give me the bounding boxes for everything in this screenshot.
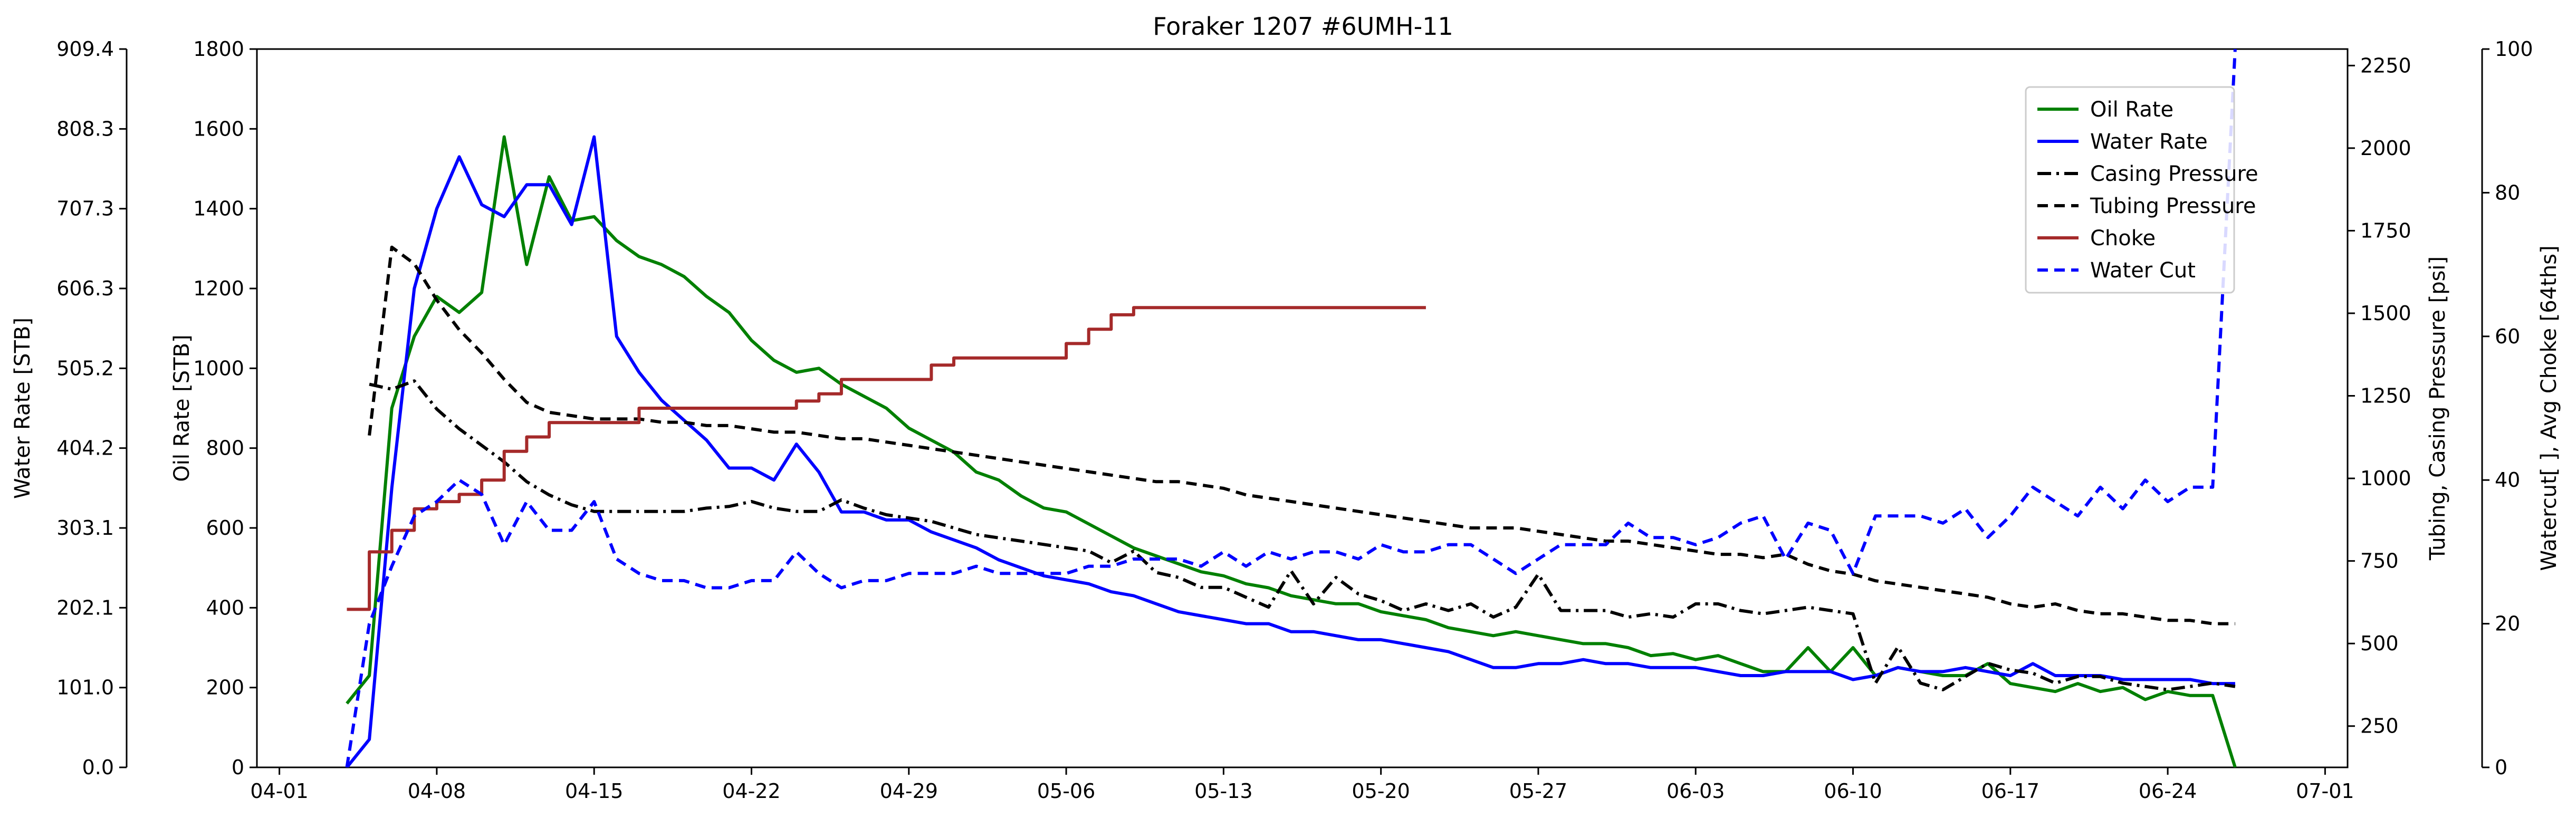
chart-title: Foraker 1207 #6UMH-11 — [1153, 12, 1453, 41]
legend-label-choke: Choke — [2090, 226, 2156, 251]
oil-tick-label: 1400 — [193, 197, 244, 220]
percent-tick-label: 80 — [2495, 181, 2520, 204]
x-tick-label: 05-13 — [1194, 779, 1252, 803]
tubing-pressure-line — [368, 245, 2235, 625]
x-tick-label: 06-17 — [1981, 779, 2039, 803]
x-tick-label: 04-29 — [880, 779, 938, 803]
oil-tick-label: 600 — [206, 516, 244, 540]
pressure-tick-label: 250 — [2360, 715, 2399, 738]
legend: Oil Rate Water Rate Casing Pressure Tubing … — [2025, 86, 2258, 294]
oil-tick-label: 200 — [206, 676, 244, 699]
legend-label-water-cut: Water Cut — [2090, 258, 2196, 283]
x-tick-label: 06-10 — [1824, 779, 1882, 803]
water-tick-label: 202.1 — [56, 596, 114, 619]
water-tick-label: 808.3 — [56, 117, 114, 140]
oil-tick-label: 1600 — [193, 117, 244, 140]
x-tick-label: 05-06 — [1037, 779, 1095, 803]
oil-axis-label: Oil Rate [STB] — [170, 334, 194, 482]
pressure-tick-label: 1500 — [2360, 302, 2411, 325]
x-tick-label: 04-22 — [722, 779, 780, 803]
x-tick-label: 07-01 — [2296, 779, 2354, 803]
pressure-tick-label: 500 — [2360, 632, 2399, 655]
water-rate-line — [346, 135, 2235, 767]
legend-label-casing-pressure: Casing Pressure — [2090, 162, 2258, 186]
water-tick-label: 303.1 — [56, 516, 114, 540]
oil-tick-label: 800 — [206, 437, 244, 460]
x-tick-label: 05-20 — [1352, 779, 1410, 803]
percent-tick-label: 60 — [2495, 325, 2520, 348]
water-tick-label: 909.4 — [56, 37, 114, 61]
x-tick-label: 04-01 — [250, 779, 308, 803]
oil-tick-label: 1000 — [193, 357, 244, 380]
water-tick-label: 0.0 — [82, 756, 114, 779]
legend-box — [2025, 86, 2235, 294]
water-tick-label: 505.2 — [56, 357, 114, 380]
water-axis-label: Water Rate [STB] — [11, 317, 35, 499]
pressure-tick-label: 1750 — [2360, 219, 2411, 242]
water-tick-label: 404.2 — [56, 437, 114, 460]
legend-label-water-rate: Water Rate — [2090, 130, 2208, 154]
x-tick-label: 06-03 — [1667, 779, 1725, 803]
percent-axis-label: Watercut[ ], Avg Choke [64ths] — [2537, 245, 2561, 571]
pressure-axis-label: Tubing, Casing Pressure [psi] — [2426, 256, 2450, 561]
plot-area-frame — [256, 48, 2349, 768]
percent-tick-label: 20 — [2495, 612, 2520, 636]
pressure-tick-label: 2000 — [2360, 137, 2411, 160]
percent-tick-label: 0 — [2495, 756, 2507, 779]
oil-tick-label: 400 — [206, 596, 244, 619]
pressure-tick-label: 750 — [2360, 550, 2399, 573]
x-tick-label: 04-08 — [408, 779, 466, 803]
pressure-tick-label: 1250 — [2360, 384, 2411, 408]
legend-label-tubing-pressure: Tubing Pressure — [2090, 194, 2256, 218]
oil-tick-label: 1800 — [193, 37, 244, 61]
legend-label-oil-rate: Oil Rate — [2090, 98, 2173, 122]
oil-tick-label: 0 — [232, 756, 244, 779]
oil-tick-label: 1200 — [193, 277, 244, 300]
x-tick-label: 06-24 — [2139, 779, 2197, 803]
water-tick-label: 606.3 — [56, 277, 114, 300]
water-tick-label: 101.0 — [56, 676, 114, 699]
choke-line — [347, 306, 1426, 611]
x-tick-label: 04-15 — [565, 779, 623, 803]
pressure-tick-label: 1000 — [2360, 467, 2411, 490]
pressure-tick-label: 2250 — [2360, 54, 2411, 77]
casing-pressure-line — [369, 379, 2236, 691]
x-tick-label: 05-27 — [1509, 779, 1567, 803]
water-cut-line — [345, 49, 2237, 767]
water-tick-label: 707.3 — [56, 197, 114, 220]
percent-tick-label: 100 — [2495, 37, 2533, 61]
axes-layer: 04-01 04-08 04-15 04-22 04-29 05-06 05-13 05-20… — [11, 37, 2561, 803]
series-layer — [345, 49, 2237, 767]
percent-tick-label: 40 — [2495, 468, 2520, 492]
